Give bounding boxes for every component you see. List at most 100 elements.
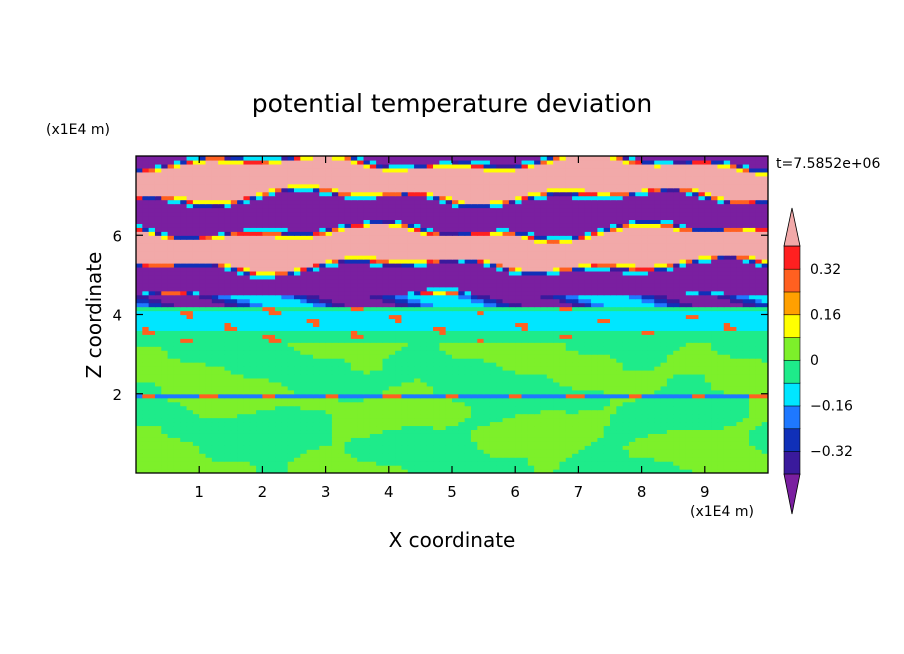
field-cell [142,469,150,473]
field-cell [395,278,403,284]
field-cell [167,469,175,473]
field-cell [205,274,213,280]
field-cell [344,449,352,454]
field-cell [312,338,320,343]
field-cell [376,282,384,288]
field-cell [553,366,561,371]
field-cell [218,302,226,308]
field-cell [502,294,510,300]
field-cell [262,298,270,304]
field-cell [369,354,377,359]
field-cell [489,381,497,387]
field-cell [597,433,605,438]
field-cell [628,290,636,296]
field-cell [407,385,415,391]
field-cell [603,358,611,363]
field-cell [275,322,282,327]
field-cell [736,413,744,419]
field-cell [647,306,655,312]
field-cell [622,342,630,347]
field-cell [647,409,655,415]
field-cell [546,314,554,320]
field-cell [521,465,529,470]
field-cell [717,278,725,284]
field-cell [218,366,226,371]
field-cell [319,429,327,434]
field-cell [742,433,750,438]
field-cell [237,461,245,466]
field-cell [262,330,270,335]
field-cell [414,306,421,312]
field-cell [136,437,143,442]
field-cell [736,469,744,473]
field-cell [711,377,719,383]
field-cell [603,449,611,454]
field-cell [483,298,491,304]
field-cell [167,334,175,339]
field-cell [331,369,339,375]
field-cell [502,429,510,434]
field-cell [578,429,586,434]
field-cell [464,358,472,363]
field-cell [294,429,301,434]
field-cell [698,381,706,387]
field-cell [477,326,485,331]
field-cell [287,453,295,458]
field-cell [218,405,226,411]
field-cell [559,393,567,399]
field-cell [647,358,655,363]
field-cell [730,282,737,288]
field-cell [692,290,700,296]
field-cell [344,298,352,304]
field-cell [426,381,434,387]
field-cell [742,429,750,434]
field-cell [395,425,403,431]
field-cell [211,385,219,391]
field-cell [167,437,175,442]
field-cell [483,393,491,399]
field-cell [635,445,643,450]
field-cell [161,338,169,343]
field-cell [218,433,226,438]
field-cell [654,314,662,320]
field-cell [603,346,611,351]
field-cell [534,449,542,454]
field-cell [546,346,554,351]
field-cell [496,318,504,324]
field-cell [584,330,592,335]
field-cell [369,310,377,316]
field-cell [136,393,143,399]
field-cell [622,437,630,442]
field-cell [338,413,346,419]
field-cell [256,354,263,359]
field-cell [565,306,573,312]
field-cell [730,425,737,431]
field-cell [287,441,295,446]
field-cell [749,342,756,347]
field-cell [312,445,320,450]
field-cell [230,373,238,379]
field-cell [249,465,257,470]
field-cell [515,437,523,442]
field-cell [584,290,592,296]
field-cell [388,413,396,419]
field-cell [319,358,327,363]
field-cell [369,286,377,292]
field-cell [508,369,516,375]
field-cell [439,389,447,395]
field-cell [660,433,668,438]
field-cell [395,409,403,415]
field-cell [237,286,245,292]
field-cell [527,334,535,339]
field-cell [452,278,459,284]
field-cell [414,397,421,403]
field-cell [420,330,428,335]
field-cell [647,401,655,407]
field-cell [420,282,428,288]
field-cell [186,278,194,284]
field-cell [173,278,181,284]
field-cell [553,278,561,284]
field-cell [635,441,643,446]
field-cell [483,358,491,363]
field-cell [294,294,301,300]
